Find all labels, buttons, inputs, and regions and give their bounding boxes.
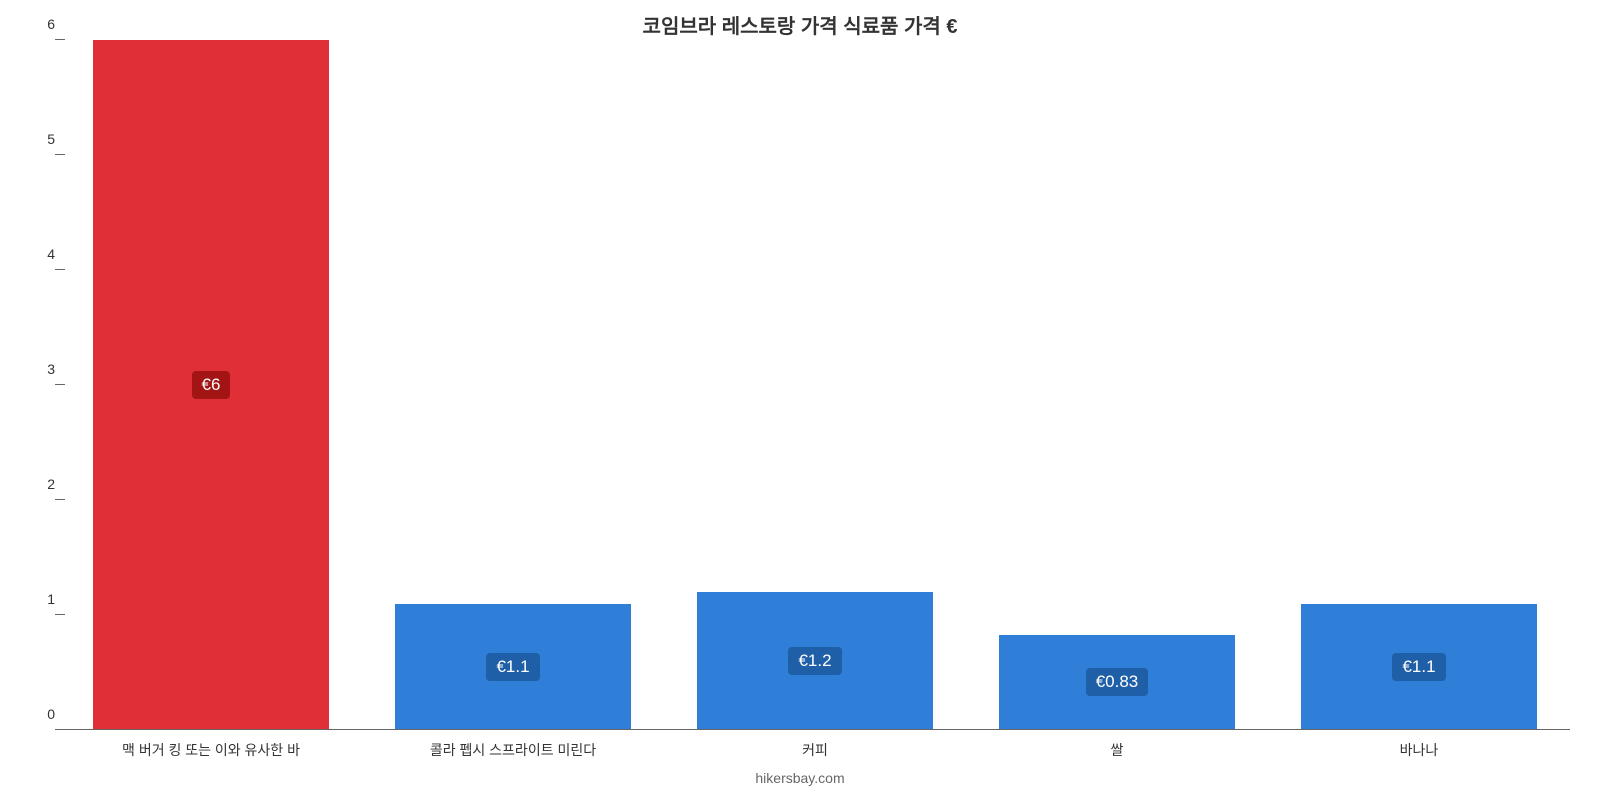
x-axis-labels: 맥 버거 킹 또는 이와 유사한 바콜라 펩시 스프라이트 미린다커피쌀바나나 [60, 740, 1570, 760]
value-badge: €0.83 [1086, 668, 1149, 696]
bar: €1.1 [1301, 604, 1537, 731]
chart-title: 코임브라 레스토랑 가격 식료품 가격 € [0, 10, 1600, 39]
bars: €6 €1.1 €1.2 €0.83 €1.1 [60, 40, 1570, 730]
value-badge: €1.2 [788, 647, 841, 675]
bar-slot: €1.1 [1268, 40, 1570, 730]
price-bar-chart: 코임브라 레스토랑 가격 식료품 가격 € 0 1 2 3 4 5 6 €6 €1.1 €1.2… [0, 0, 1600, 800]
y-tick-label: 6 [20, 16, 55, 32]
bar-slot: €1.1 [362, 40, 664, 730]
y-tick-label: 4 [20, 246, 55, 262]
x-axis-label: 커피 [664, 740, 966, 760]
x-axis-baseline [60, 729, 1570, 730]
value-badge: €1.1 [1392, 653, 1445, 681]
x-axis-label: 콜라 펩시 스프라이트 미린다 [362, 740, 664, 760]
y-tick-label: 2 [20, 476, 55, 492]
x-axis-label: 바나나 [1268, 740, 1570, 760]
bar-slot: €1.2 [664, 40, 966, 730]
plot-area: 0123456 €6€1.1€1.2€0.83€1.1 [60, 40, 1570, 730]
y-tick-label: 1 [20, 591, 55, 607]
y-tick-label: 0 [20, 706, 55, 722]
y-tick-label: 5 [20, 131, 55, 147]
chart-subtitle: hikersbay.com [0, 770, 1600, 786]
value-badge: €1.1 [486, 653, 539, 681]
bar-slot: €0.83 [966, 40, 1268, 730]
bar: €1.1 [395, 604, 631, 731]
bar: €1.2 [697, 592, 933, 730]
x-axis-label: 맥 버거 킹 또는 이와 유사한 바 [60, 740, 362, 760]
bar: €0.83 [999, 635, 1235, 730]
bar-slot: €6 [60, 40, 362, 730]
y-tick-label: 3 [20, 361, 55, 377]
x-axis-label: 쌀 [966, 740, 1268, 760]
value-badge: €6 [192, 371, 231, 399]
bar: €6 [93, 40, 329, 730]
